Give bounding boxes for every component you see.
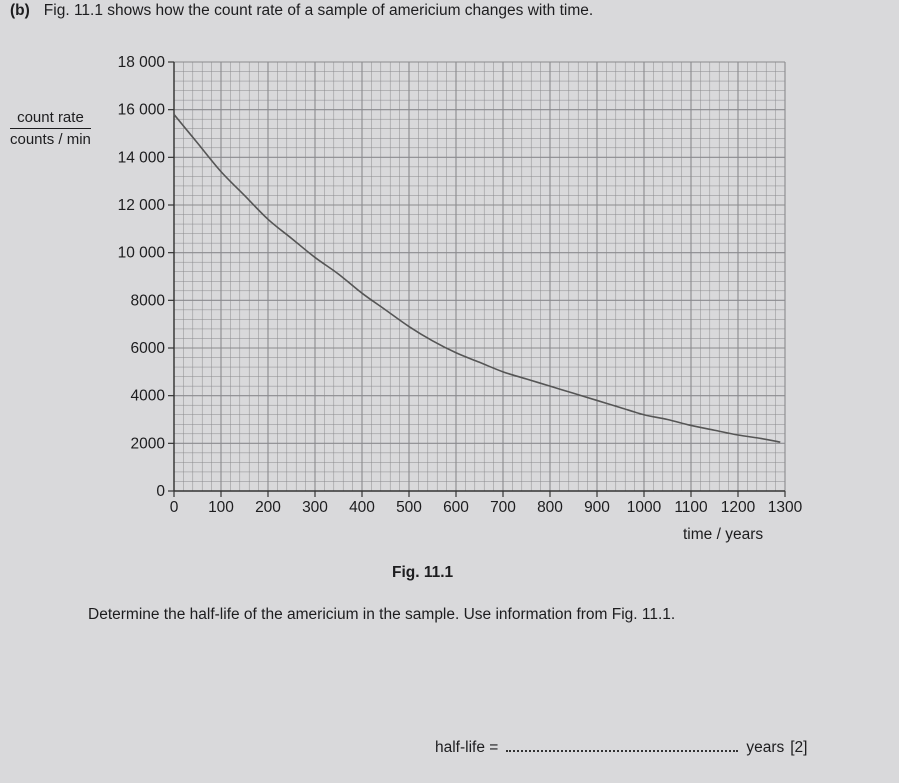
x-axis-label: time / years	[683, 526, 764, 543]
y-tick-label: 2000	[131, 435, 166, 452]
data-point	[220, 171, 222, 173]
answer-unit: years	[746, 739, 785, 756]
data-point	[667, 419, 669, 421]
x-tick-label: 700	[490, 499, 516, 516]
data-point	[714, 429, 716, 431]
data-point	[737, 434, 739, 436]
x-tick-label: 1100	[674, 499, 708, 516]
y-tick-label: 12 000	[118, 197, 166, 214]
y-tick-label: 10 000	[118, 245, 166, 262]
data-point	[267, 219, 269, 221]
data-point	[197, 142, 199, 144]
x-tick-label: 1300	[768, 499, 803, 516]
y-axis-label: count rate counts / min	[10, 108, 91, 149]
data-point	[385, 309, 387, 311]
data-point	[432, 340, 434, 342]
count-rate-chart: 0 100 200 300 400 500 600 700 800 900 1000 1100 1200…	[118, 54, 803, 516]
data-point	[573, 392, 575, 394]
x-tick-label: 100	[208, 499, 234, 516]
x-tick-label: 300	[302, 499, 328, 516]
data-point	[526, 378, 528, 380]
y-tick-label: 14 000	[118, 149, 166, 166]
data-point	[761, 438, 763, 440]
answer-line: half-life = years [2]	[435, 738, 807, 757]
question-text: (b) Fig. 11.1 shows how the count rate of…	[10, 2, 593, 20]
axes	[173, 62, 785, 492]
data-point	[173, 114, 175, 116]
x-tick-label: 1200	[721, 499, 756, 516]
x-tick-label: 500	[396, 499, 422, 516]
x-tick-label: 0	[170, 499, 179, 516]
x-tick-label: 200	[255, 499, 281, 516]
y-tick-label: 18 000	[118, 54, 166, 71]
data-point	[620, 407, 622, 409]
y-axis-label-unit: counts / min	[10, 131, 91, 148]
data-point	[408, 326, 410, 328]
minor-grid	[174, 62, 785, 491]
tick-marks	[168, 61, 786, 497]
data-point	[479, 362, 481, 364]
data-point	[502, 371, 504, 373]
question-body: Fig. 11.1 shows how the count rate of a …	[43, 2, 594, 19]
count-rate-curve	[173, 113, 781, 443]
y-tick-label: 4000	[131, 388, 166, 405]
x-tick-label: 400	[349, 499, 375, 516]
part-label: (b)	[10, 2, 30, 19]
data-point	[549, 385, 551, 387]
data-point	[643, 414, 645, 416]
y-tick-label: 16 000	[118, 102, 166, 119]
y-tick-label: 0	[156, 483, 165, 500]
marks-label: [2]	[790, 739, 808, 756]
data-points	[173, 114, 781, 443]
data-point	[361, 292, 363, 294]
answer-label: half-life =	[435, 739, 499, 756]
data-point	[596, 400, 598, 402]
x-tick-label: 600	[443, 499, 469, 516]
data-point	[291, 238, 293, 240]
data-point	[314, 257, 316, 259]
answer-field[interactable]	[506, 738, 739, 752]
instruction-text: Determine the half-life of the americium…	[88, 606, 676, 623]
y-tick-label: 8000	[131, 292, 166, 309]
x-tick-label: 900	[584, 499, 610, 516]
data-point	[780, 441, 782, 443]
tick-labels: 0 100 200 300 400 500 600 700 800 900 1000 1100 1200…	[118, 54, 803, 516]
data-point	[338, 273, 340, 275]
data-point	[455, 352, 457, 354]
figure-caption: Fig. 11.1	[392, 564, 454, 581]
data-point	[690, 425, 692, 427]
y-axis-label-quantity: count rate	[10, 108, 91, 129]
data-point	[244, 195, 246, 197]
y-tick-label: 6000	[131, 340, 166, 357]
x-tick-label: 800	[537, 499, 563, 516]
x-tick-label: 1000	[627, 499, 662, 516]
